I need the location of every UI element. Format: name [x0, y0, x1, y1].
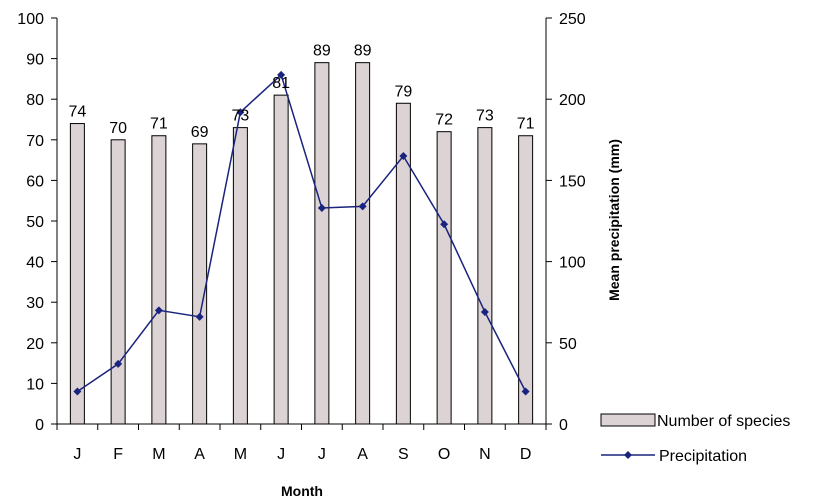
left-tick-label: 80 — [26, 92, 44, 109]
right-tick-label: 200 — [559, 92, 586, 109]
legend-label-precipitation: Precipitation — [659, 448, 747, 465]
x-tick-label: J — [318, 446, 326, 463]
species-bar — [477, 127, 493, 425]
x-tick-label: M — [152, 446, 165, 463]
species-bar — [518, 135, 534, 425]
x-tick-label: S — [398, 446, 409, 463]
line-layer — [73, 70, 530, 396]
species-bar-label: 73 — [231, 108, 249, 125]
species-bar — [151, 135, 167, 425]
axes-layer: 0 10 20 30 40 50 60 70 80 90 100 0 50 100 150 200 250 J F M… — [17, 11, 586, 463]
right-tick-label: 250 — [559, 11, 586, 28]
x-tick-label: J — [73, 446, 81, 463]
species-bar — [69, 123, 85, 425]
left-tick-label: 100 — [17, 11, 44, 28]
species-bar-label: 72 — [435, 112, 453, 129]
x-tick-label: J — [277, 446, 285, 463]
species-bar-label: 74 — [68, 104, 86, 121]
right-tick-label: 100 — [559, 255, 586, 272]
precipitation-point — [480, 307, 489, 316]
x-tick-label: N — [479, 446, 491, 463]
left-tick-label: 0 — [35, 417, 44, 434]
species-bar — [232, 127, 248, 425]
species-bar — [110, 139, 126, 425]
left-tick-label: 70 — [26, 133, 44, 150]
precipitation-point — [440, 220, 449, 229]
species-bar-label: 71 — [517, 116, 535, 133]
precipitation-point — [277, 70, 286, 79]
species-bar-label: 81 — [272, 75, 290, 92]
left-tick-label: 20 — [26, 336, 44, 353]
left-tick-label: 90 — [26, 52, 44, 69]
precipitation-point — [73, 387, 82, 396]
precipitation-point — [399, 152, 408, 161]
right-tick-label: 0 — [559, 417, 568, 434]
species-bar — [395, 102, 411, 425]
species-bar — [192, 143, 208, 425]
precipitation-point — [154, 306, 163, 315]
bars-layer — [69, 62, 534, 425]
legend: Number of species Precipitation — [600, 413, 790, 465]
x-tick-label: F — [113, 446, 123, 463]
species-bar-label: 89 — [354, 43, 372, 60]
x-axis-title: Month — [281, 483, 323, 499]
species-bar-label: 89 — [313, 43, 331, 60]
precipitation-point — [317, 204, 326, 213]
precipitation-point — [358, 202, 367, 211]
labels-layer: 74 70 71 69 73 81 89 89 79 72 73 71 — [68, 43, 534, 141]
precipitation-point — [521, 387, 530, 396]
species-bar — [436, 131, 452, 425]
precipitation-point — [114, 359, 123, 368]
legend-label-species: Number of species — [657, 413, 790, 430]
legend-swatch-species — [600, 413, 656, 427]
species-bar — [314, 62, 330, 425]
left-tick-label: 60 — [26, 173, 44, 190]
precipitation-point — [236, 108, 245, 117]
right-tick-label: 50 — [559, 336, 577, 353]
legend-marker-precipitation — [624, 451, 632, 459]
precipitation-line — [76, 73, 527, 393]
species-bar-label: 79 — [394, 83, 412, 100]
left-tick-label: 30 — [26, 295, 44, 312]
x-tick-label: O — [438, 446, 450, 463]
left-tick-label: 10 — [26, 376, 44, 393]
left-tick-label: 40 — [26, 255, 44, 272]
x-tick-label: D — [520, 446, 532, 463]
species-bar-label: 69 — [191, 124, 209, 141]
species-bar — [273, 94, 289, 425]
x-tick-label: A — [357, 446, 368, 463]
right-axis-title: Mean precipitation (mm) — [606, 139, 622, 301]
species-bar-label: 73 — [476, 108, 494, 125]
species-bar-label: 71 — [150, 116, 168, 133]
right-tick-label: 150 — [559, 173, 586, 190]
species-bar — [355, 62, 371, 425]
species-bar-label: 70 — [109, 120, 127, 137]
x-tick-label: A — [194, 446, 205, 463]
precipitation-point — [195, 312, 204, 321]
x-tick-label: M — [234, 446, 247, 463]
left-tick-label: 50 — [26, 214, 44, 231]
